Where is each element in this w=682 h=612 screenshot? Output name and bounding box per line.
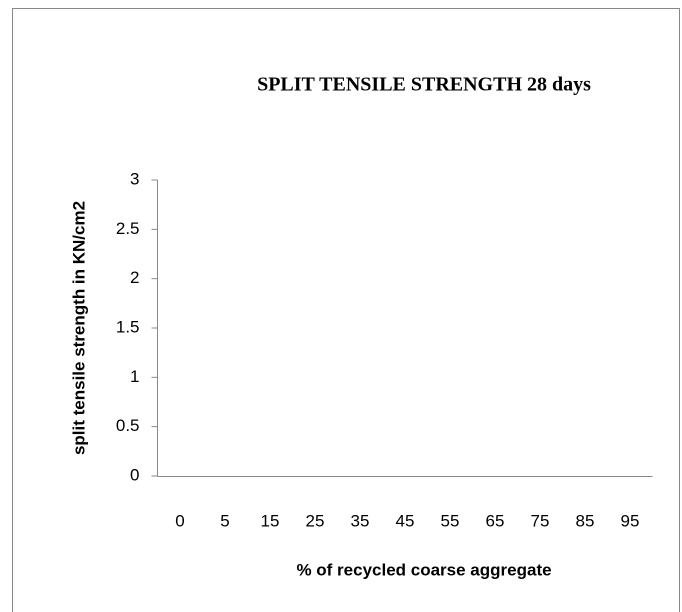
y-tick-label: 3 [130, 169, 139, 188]
y-axis-title: split tensile strength in KN/cm2 [69, 201, 88, 455]
x-tick-label: 25 [306, 511, 325, 530]
y-tick-label: 1 [130, 367, 139, 386]
x-tick-label: 15 [261, 511, 280, 530]
chart-title: SPLIT TENSILE STRENGTH 28 days [257, 74, 591, 96]
y-tick-label: 0 [130, 465, 139, 484]
x-tick-label: 75 [531, 511, 550, 530]
x-tick-label: 85 [576, 511, 595, 530]
x-tick-label: 95 [621, 511, 640, 530]
x-tick-label: 5 [220, 511, 229, 530]
x-tick-label: 65 [486, 511, 505, 530]
y-tick-label: 2.5 [116, 219, 140, 238]
x-tick-label: 35 [351, 511, 370, 530]
x-tick-label: 45 [396, 511, 415, 530]
x-tick-label: 55 [441, 511, 460, 530]
x-tick-label: 0 [175, 511, 184, 530]
y-tick-label: 2 [130, 268, 139, 287]
y-tick-label: 0.5 [116, 416, 140, 435]
y-tick-label: 1.5 [116, 317, 140, 336]
x-axis-title: % of recycled coarse aggregate [296, 560, 551, 579]
chart-frame [12, 8, 680, 612]
